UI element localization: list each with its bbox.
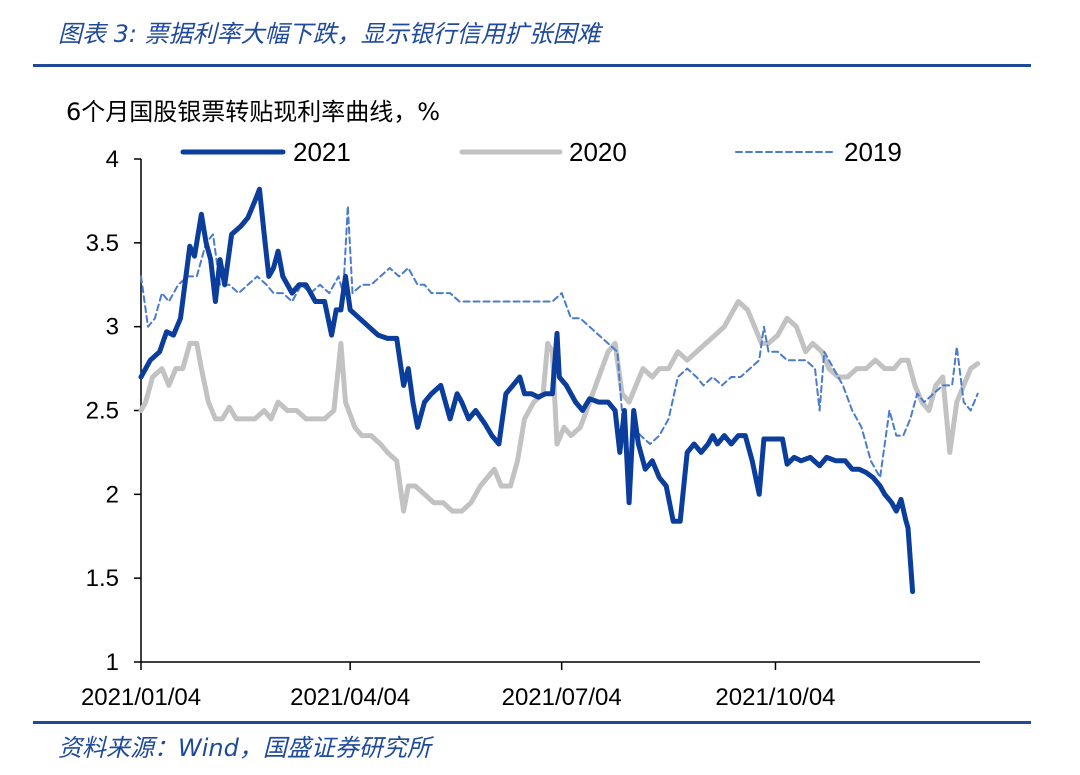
legend-label-2021: 2021 (293, 137, 351, 167)
series-line-2021 (138, 186, 916, 595)
y-tick-label: 3.5 (86, 230, 119, 257)
y-axis: 1 1.5 2 2.5 3 3.5 4 (86, 146, 142, 676)
x-axis: 2021/01/04 2021/04/04 2021/07/04 2021/10/04 (81, 661, 980, 711)
legend: 2021 2020 2019 (180, 137, 902, 167)
series-line-2019 (140, 204, 979, 487)
x-tick-label: 2021/10/04 (715, 684, 835, 711)
series-line-2020 (138, 299, 981, 514)
source-note: 资料来源：Wind，国盛证券研究所 (58, 734, 431, 762)
x-tick-label: 2021/01/04 (81, 684, 201, 711)
header-divider (33, 64, 1031, 67)
chart-title: 6个月国股银票转贴现利率曲线，% (66, 98, 441, 126)
footer-divider (33, 721, 1031, 724)
y-tick-label: 3 (106, 314, 119, 341)
figure-title: 图表 3: 票据利率大幅下跌，显示银行信用扩张困难 (58, 20, 601, 48)
series-layer (138, 186, 981, 595)
x-tick-label: 2021/04/04 (290, 684, 410, 711)
y-tick-label: 1 (106, 649, 119, 676)
y-tick-label: 2.5 (86, 398, 119, 425)
y-tick-label: 1.5 (86, 565, 119, 592)
y-tick-label: 2 (106, 481, 119, 508)
legend-label-2019: 2019 (844, 137, 902, 167)
legend-label-2020: 2020 (569, 137, 627, 167)
x-tick-label: 2021/07/04 (502, 684, 622, 711)
y-tick-label: 4 (106, 146, 119, 173)
